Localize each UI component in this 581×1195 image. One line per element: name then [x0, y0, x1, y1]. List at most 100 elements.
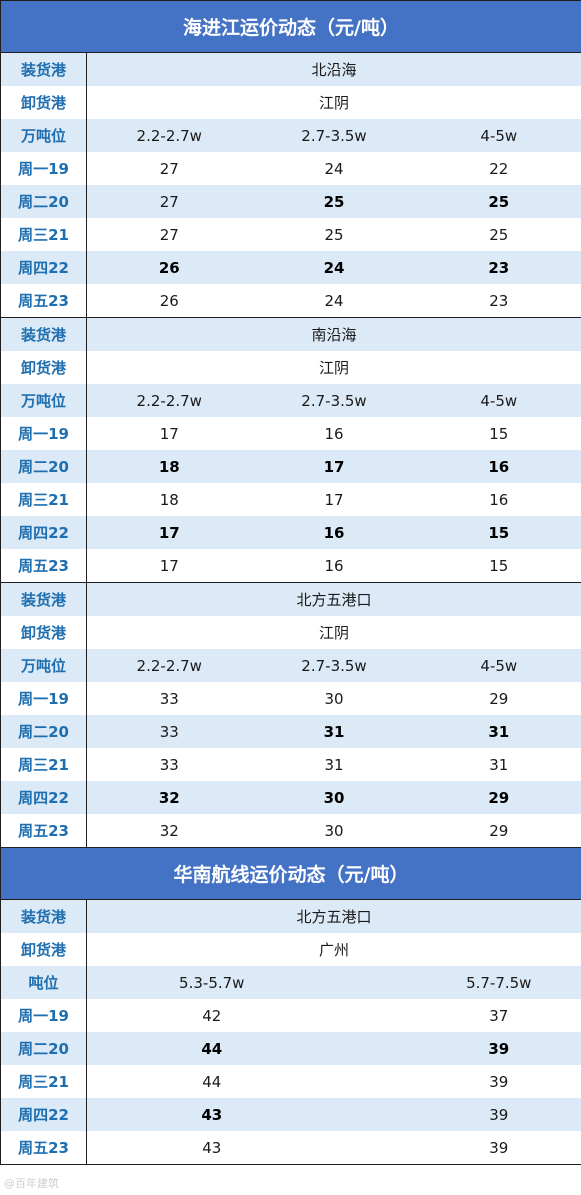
rate-value: 31: [251, 715, 417, 748]
rate-value: 23: [416, 251, 581, 284]
day-rate-row: 周三21 18 17 16: [0, 483, 581, 516]
day-label: 周二20: [0, 1032, 87, 1065]
rate-value: 29: [416, 814, 581, 848]
rate-value: 24: [251, 284, 417, 318]
rate-value: 30: [251, 781, 417, 814]
rate-value: 22: [416, 152, 581, 185]
rate-value: 43: [86, 1131, 417, 1165]
rate-value: 32: [86, 814, 252, 848]
day-rate-row: 周二20 27 25 25: [0, 185, 581, 218]
tonnage-class: 4-5w: [416, 649, 581, 682]
section-title: 海进江运价动态（元/吨）: [0, 0, 581, 53]
load-port-label: 装货港: [0, 317, 87, 351]
day-rate-row: 周一19 17 16 15: [0, 417, 581, 450]
day-label: 周二20: [0, 715, 87, 748]
tonnage-class: 2.2-2.7w: [86, 649, 252, 682]
tonnage-class: 2.7-3.5w: [251, 119, 417, 152]
rate-value: 23: [416, 284, 581, 318]
load-port-label: 装货港: [0, 52, 87, 86]
rate-value: 32: [86, 781, 252, 814]
rate-value: 27: [86, 185, 252, 218]
day-rate-row: 周四22 32 30 29: [0, 781, 581, 814]
rate-value: 16: [251, 549, 417, 583]
rate-value: 17: [251, 450, 417, 483]
rate-value: 26: [86, 251, 252, 284]
section-header-row: 华南航线运价动态（元/吨）: [0, 847, 581, 900]
rate-value: 27: [86, 218, 252, 251]
rate-value: 17: [86, 417, 252, 450]
day-label: 周一19: [0, 417, 87, 450]
unload-port-row: 卸货港 江阴: [0, 616, 581, 649]
rate-value: 25: [416, 218, 581, 251]
day-rate-row: 周四22 43 39: [0, 1098, 581, 1131]
rate-value: 31: [416, 748, 581, 781]
rate-value: 17: [86, 549, 252, 583]
day-label: 周一19: [0, 152, 87, 185]
load-port-row: 装货港 北方五港口: [0, 582, 581, 616]
tonnage-label: 吨位: [0, 966, 87, 999]
tonnage-class: 2.2-2.7w: [86, 384, 252, 417]
unload-port-label: 卸货港: [0, 86, 87, 119]
section-title: 华南航线运价动态（元/吨）: [0, 847, 581, 900]
rate-value: 15: [416, 549, 581, 583]
tonnage-row: 万吨位 2.2-2.7w 2.7-3.5w 4-5w: [0, 119, 581, 152]
unload-port-value: 江阴: [86, 616, 581, 649]
rate-value: 15: [416, 516, 581, 549]
unload-port-value: 广州: [86, 933, 581, 966]
unload-port-row: 卸货港 广州: [0, 933, 581, 966]
rate-value: 42: [86, 999, 417, 1032]
rate-value: 16: [416, 483, 581, 516]
tonnage-class: 2.7-3.5w: [251, 649, 417, 682]
day-label: 周三21: [0, 218, 87, 251]
unload-port-label: 卸货港: [0, 933, 87, 966]
rate-value: 29: [416, 781, 581, 814]
rate-value: 18: [86, 483, 252, 516]
rate-value: 17: [251, 483, 417, 516]
rate-value: 15: [416, 417, 581, 450]
rate-value: 33: [86, 748, 252, 781]
load-port-value: 南沿海: [86, 317, 581, 351]
day-rate-row: 周一19 27 24 22: [0, 152, 581, 185]
day-rate-row: 周四22 26 24 23: [0, 251, 581, 284]
tonnage-label: 万吨位: [0, 119, 87, 152]
tonnage-class: 4-5w: [416, 384, 581, 417]
day-label: 周四22: [0, 516, 87, 549]
rate-value: 25: [251, 218, 417, 251]
day-label: 周四22: [0, 781, 87, 814]
rate-value: 17: [86, 516, 252, 549]
tonnage-class: 5.3-5.7w: [86, 966, 417, 999]
unload-port-label: 卸货港: [0, 351, 87, 384]
load-port-label: 装货港: [0, 582, 87, 616]
rate-value: 39: [416, 1131, 581, 1165]
rate-value: 30: [251, 814, 417, 848]
day-label: 周五23: [0, 284, 87, 318]
unload-port-value: 江阴: [86, 351, 581, 384]
day-label: 周四22: [0, 251, 87, 284]
day-label: 周二20: [0, 185, 87, 218]
load-port-value: 北方五港口: [86, 582, 581, 616]
rate-value: 24: [251, 152, 417, 185]
unload-port-value: 江阴: [86, 86, 581, 119]
day-rate-row: 周二20 18 17 16: [0, 450, 581, 483]
rate-value: 25: [251, 185, 417, 218]
tonnage-row: 吨位 5.3-5.7w 5.7-7.5w: [0, 966, 581, 999]
day-rate-row: 周一19 33 30 29: [0, 682, 581, 715]
rate-value: 33: [86, 715, 252, 748]
day-label: 周一19: [0, 682, 87, 715]
day-rate-row: 周三21 33 31 31: [0, 748, 581, 781]
rate-value: 31: [251, 748, 417, 781]
rate-value: 24: [251, 251, 417, 284]
day-rate-row: 周三21 27 25 25: [0, 218, 581, 251]
rate-value: 16: [251, 417, 417, 450]
day-label: 周三21: [0, 748, 87, 781]
day-label: 周三21: [0, 483, 87, 516]
load-port-row: 装货港 南沿海: [0, 317, 581, 351]
day-rate-row: 周三21 44 39: [0, 1065, 581, 1098]
rate-value: 30: [251, 682, 417, 715]
rate-value: 29: [416, 682, 581, 715]
watermark: @百年建筑: [4, 1177, 59, 1190]
day-rate-row: 周五23 26 24 23: [0, 284, 581, 318]
tonnage-label: 万吨位: [0, 384, 87, 417]
day-rate-row: 周四22 17 16 15: [0, 516, 581, 549]
